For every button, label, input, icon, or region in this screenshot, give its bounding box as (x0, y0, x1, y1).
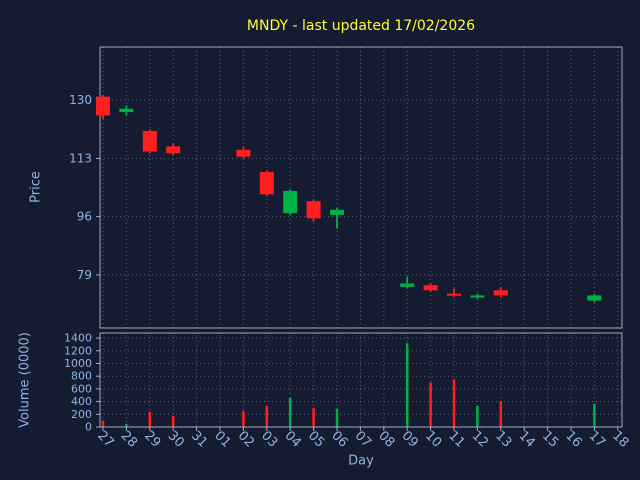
volume-tick-label: 0 (85, 421, 92, 434)
price-axis-label: Price (28, 171, 44, 203)
x-tick-label: 02 (235, 428, 257, 450)
x-tick-label: 16 (562, 428, 584, 450)
x-tick-label: 08 (375, 428, 397, 450)
volume-bar (125, 423, 128, 427)
volume-bar (405, 343, 409, 427)
volume-bar (335, 408, 339, 427)
volume-bar (476, 406, 479, 427)
candle-body (493, 290, 508, 296)
x-tick-label: 15 (539, 428, 561, 450)
x-tick-label: 27 (94, 428, 116, 450)
x-tick-label: 07 (352, 428, 374, 450)
candle-body (166, 146, 181, 154)
volume-bar (452, 379, 456, 427)
price-tick-label: 79 (77, 268, 92, 282)
price-tick-label: 113 (69, 151, 92, 165)
volume-bar (171, 415, 175, 427)
x-axis-label: Day (348, 453, 374, 469)
x-tick-label: 09 (399, 428, 421, 450)
candle-body (119, 108, 134, 113)
x-tick-label: 18 (609, 428, 631, 450)
x-tick-label: 01 (211, 428, 233, 450)
candle-body (470, 295, 485, 298)
volume-tick-label: 1000 (64, 357, 92, 370)
x-tick-label: 29 (141, 428, 163, 450)
candle-body (306, 201, 321, 219)
x-tick-label: 30 (165, 428, 187, 450)
volume-bar (265, 406, 269, 427)
volume-axis-label: Volume (0000) (17, 332, 33, 428)
x-tick-label: 11 (445, 428, 467, 450)
x-tick-label: 14 (516, 428, 538, 450)
candle-body (259, 172, 274, 195)
x-tick-label: 31 (188, 428, 210, 450)
volume-bar (288, 397, 292, 427)
volume-panel (99, 332, 623, 428)
candle-body (400, 283, 415, 287)
volume-tick-label: 400 (71, 395, 92, 408)
volume-bar (429, 382, 432, 427)
volume-bar (593, 403, 596, 427)
price-panel (99, 46, 623, 329)
x-tick-label: 13 (492, 428, 514, 450)
x-tick-label: 06 (328, 428, 350, 450)
price-tick-label: 96 (77, 210, 92, 224)
chart-title: MNDY - last updated 17/02/2026 (246, 18, 476, 34)
x-tick-label: 05 (305, 428, 327, 450)
x-tick-label: 17 (586, 428, 608, 450)
volume-bar (312, 407, 315, 427)
candle-body (142, 130, 157, 152)
candle-body (423, 285, 438, 291)
candle-body (96, 96, 110, 116)
volume-tick-label: 1200 (64, 344, 92, 357)
volume-bar (499, 400, 503, 427)
price-tick-label: 130 (69, 93, 92, 107)
volume-bar (242, 410, 245, 427)
volume-bar (148, 411, 152, 427)
candle-body (447, 293, 461, 296)
candle-body (587, 295, 602, 301)
volume-tick-label: 600 (71, 382, 92, 395)
x-tick-label: 10 (422, 428, 444, 450)
x-tick-label: 12 (469, 428, 491, 450)
candle-body (236, 149, 251, 157)
volume-bar (101, 420, 105, 427)
volume-tick-label: 1400 (64, 332, 92, 345)
volume-tick-label: 800 (71, 370, 92, 383)
x-tick-label: 04 (282, 428, 304, 450)
x-tick-label: 03 (258, 428, 280, 450)
candle-body (283, 190, 298, 214)
x-tick-label: 28 (118, 428, 140, 450)
volume-tick-label: 200 (71, 408, 92, 421)
candle-body (330, 209, 344, 215)
